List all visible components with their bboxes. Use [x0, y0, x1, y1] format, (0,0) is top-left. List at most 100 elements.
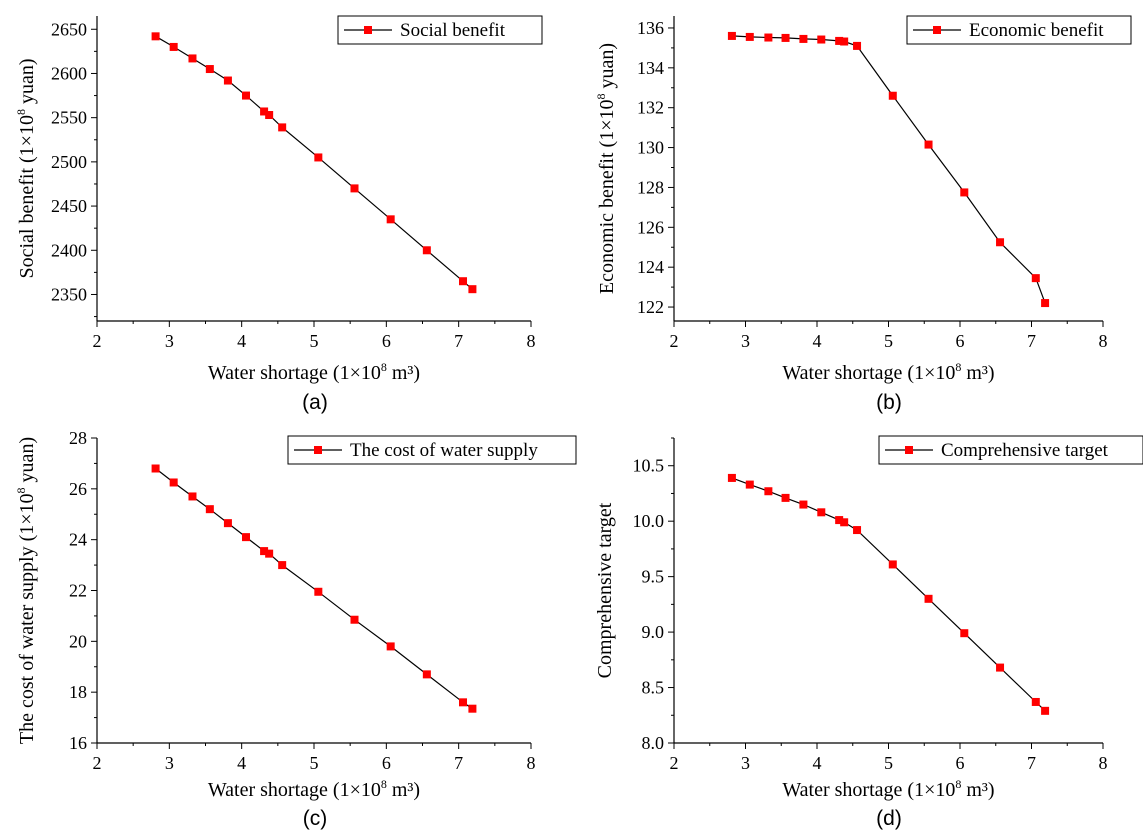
- y-tick-label: 28: [69, 428, 87, 448]
- chart-panel-c: 2 3 4 5 6 7 8 16 18 20 22 24 26 28 Water shortage (1×1…: [14, 428, 577, 830]
- x-tick-label: 5: [884, 331, 893, 351]
- legend: The cost of water supply: [287, 435, 577, 465]
- data-point: [205, 505, 214, 514]
- legend: Social benefit: [337, 15, 543, 45]
- y-tick-label: 8.0: [642, 733, 665, 753]
- data-point: [265, 549, 274, 558]
- legend-marker-swatch: [905, 446, 913, 454]
- data-point: [314, 587, 323, 596]
- data-point: [386, 642, 395, 651]
- y-axis-title: Comprehensive target: [594, 502, 616, 678]
- data-point: [169, 42, 178, 51]
- data-point: [1041, 299, 1050, 308]
- data-point: [799, 34, 808, 43]
- y-tick-label: 128: [637, 177, 664, 197]
- data-point: [996, 238, 1005, 247]
- data-point: [888, 91, 897, 100]
- y-axis-title: Social benefit (1×108 yuan): [14, 58, 38, 278]
- legend-label: Economic benefit: [969, 20, 1104, 41]
- x-tick-label: 4: [237, 331, 246, 351]
- data-point: [188, 54, 197, 63]
- data-point: [1031, 274, 1040, 283]
- x-tick-label: 3: [165, 331, 174, 351]
- x-tick-label: 6: [956, 331, 965, 351]
- x-tick-label: 5: [884, 753, 893, 773]
- y-tick-label: 16: [69, 733, 87, 753]
- data-point: [459, 698, 468, 707]
- x-axis-title: Water shortage (1×108 m³): [782, 360, 994, 384]
- x-tick-label: 6: [382, 331, 391, 351]
- y-tick-label: 24: [69, 530, 87, 550]
- data-point: [781, 493, 790, 502]
- x-tick-label: 2: [93, 753, 102, 773]
- data-point: [468, 285, 477, 294]
- y-tick-label: 9.0: [642, 622, 665, 642]
- y-tick-label: 132: [637, 98, 664, 118]
- y-tick-label: 2400: [51, 240, 87, 260]
- data-point: [188, 492, 197, 501]
- legend-marker-swatch: [314, 446, 322, 454]
- y-tick-label: 26: [69, 479, 87, 499]
- x-axis-title: Water shortage (1×108 m³): [208, 777, 420, 801]
- data-point: [727, 473, 736, 482]
- data-point: [888, 560, 897, 569]
- data-point: [727, 31, 736, 40]
- data-point: [924, 140, 933, 149]
- data-point: [924, 594, 933, 603]
- legend-label: Social benefit: [400, 20, 506, 41]
- data-point: [853, 526, 862, 535]
- data-point: [745, 480, 754, 489]
- data-point: [1031, 697, 1040, 706]
- data-point: [840, 37, 849, 46]
- series-line: [731, 477, 1046, 712]
- data-point: [960, 629, 969, 638]
- data-point: [223, 76, 232, 85]
- y-tick-label: 136: [637, 18, 664, 38]
- x-tick-label: 4: [237, 753, 246, 773]
- data-point: [386, 215, 395, 224]
- data-point: [960, 188, 969, 197]
- x-tick-label: 2: [670, 331, 679, 351]
- x-tick-label: 2: [670, 753, 679, 773]
- legend-label: Comprehensive target: [941, 440, 1109, 461]
- data-point: [422, 670, 431, 679]
- chart-panel-a: 2 3 4 5 6 7 8 2350 2400 2450 2500 2550 2600 2650 Water…: [14, 15, 543, 414]
- y-tick-label: 20: [69, 631, 87, 651]
- y-tick-label: 124: [637, 257, 664, 277]
- y-tick-label: 8.5: [642, 678, 665, 698]
- y-tick-label: 22: [69, 581, 87, 601]
- x-tick-label: 3: [741, 753, 750, 773]
- data-point: [223, 519, 232, 528]
- x-tick-label: 7: [1027, 331, 1036, 351]
- data-point: [151, 32, 160, 41]
- data-point: [265, 111, 274, 120]
- y-tick-label: 2650: [51, 19, 87, 39]
- chart-panel-d: 2 3 4 5 6 7 8 8.0 8.5 9.0 9.5 10.0 10.5 Water shortag…: [594, 435, 1143, 830]
- data-point: [996, 663, 1005, 672]
- data-point: [151, 464, 160, 473]
- data-point: [764, 33, 773, 42]
- x-tick-label: 3: [165, 753, 174, 773]
- data-point: [781, 33, 790, 42]
- x-tick-label: 5: [310, 753, 319, 773]
- data-point: [278, 561, 287, 570]
- x-axis-title: Water shortage (1×108 m³): [208, 360, 420, 384]
- legend: Comprehensive target: [878, 435, 1143, 465]
- x-tick-label: 4: [813, 331, 822, 351]
- chart-panel-b: 2 3 4 5 6 7 8 122 124 126 128 130 132 134 136 Water sho…: [594, 15, 1132, 414]
- data-point: [242, 91, 251, 100]
- data-point: [350, 184, 359, 193]
- x-tick-label: 8: [1099, 331, 1108, 351]
- y-tick-label: 9.5: [642, 567, 665, 587]
- y-tick-label: 18: [69, 682, 87, 702]
- y-tick-label: 2600: [51, 63, 87, 83]
- x-tick-label: 6: [382, 753, 391, 773]
- series-line: [731, 35, 1046, 304]
- panel-label: (d): [876, 807, 902, 830]
- y-tick-label: 10.5: [633, 456, 665, 476]
- y-tick-label: 126: [637, 217, 664, 237]
- data-point: [278, 123, 287, 132]
- data-point: [459, 277, 468, 286]
- x-tick-label: 2: [93, 331, 102, 351]
- y-tick-label: 2350: [51, 284, 87, 304]
